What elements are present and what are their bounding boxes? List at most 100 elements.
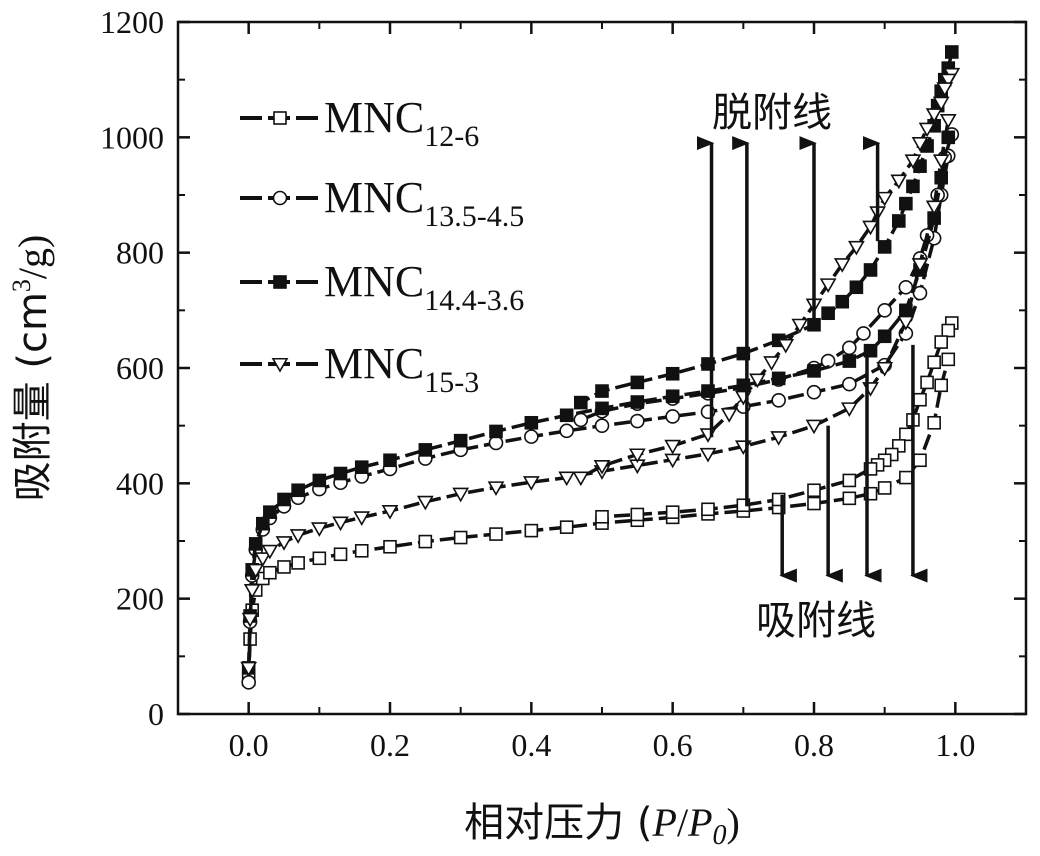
- adsorption-point-15-3: [418, 497, 432, 509]
- legend-label: MNC15-3: [324, 339, 479, 399]
- desorption-point-14.4-3.6: [865, 264, 877, 276]
- legend-entry-13.5-4.5: MNC13.5-4.5: [240, 173, 524, 233]
- y-tick-label: 400: [116, 465, 164, 501]
- desorption-point-12-6: [702, 503, 714, 515]
- desorption-point-13.5-4.5: [843, 341, 856, 354]
- adsorption-point-15-3: [899, 317, 913, 329]
- x-tick-label: 0.6: [653, 727, 693, 763]
- adsorption-point-12-6: [942, 353, 954, 365]
- adsorption-point-12-6: [900, 472, 912, 484]
- adsorption-point-12-6: [335, 548, 347, 560]
- adsorption-point-12-6: [843, 492, 855, 504]
- adsorption-point-12-6: [928, 417, 940, 429]
- desorption-point-13.5-4.5: [878, 304, 891, 317]
- adsorption-point-15-3: [355, 512, 369, 524]
- legend-subscript: 15-3: [424, 366, 479, 399]
- y-tick-label: 1200: [100, 4, 164, 40]
- desorption-point-13.5-4.5: [857, 327, 870, 340]
- adsorption-point-12-6: [356, 545, 368, 557]
- adsorption-point-12-6: [879, 482, 891, 494]
- desorption-point-14.4-3.6: [907, 180, 919, 192]
- desorption-point-12-6: [914, 394, 926, 406]
- desorption-point-14.4-3.6: [667, 368, 679, 380]
- legend-name: MNC: [324, 173, 424, 222]
- adsorption-point-12-6: [561, 521, 573, 533]
- x-tick-label: 0.4: [511, 727, 551, 763]
- desorption-point-14.4-3.6: [900, 198, 912, 210]
- adsorption-point-14.4-3.6: [865, 345, 877, 357]
- x-axis-title-p0: P: [687, 800, 712, 845]
- adsorption-point-15-3: [807, 420, 821, 432]
- adsorption-point-14.4-3.6: [525, 417, 537, 429]
- legend-marker: [274, 112, 286, 124]
- adsorption-point-13.5-4.5: [525, 430, 538, 443]
- y-tick-label: 0: [148, 696, 164, 732]
- desorption-point-12-6: [843, 474, 855, 486]
- desorption-point-15-3: [666, 441, 680, 453]
- adsorption-point-12-6: [808, 498, 820, 510]
- x-tick-label: 0.0: [229, 727, 269, 763]
- x-axis-title: 相对压力 (P/P0): [464, 800, 740, 851]
- desorption-point-13.5-4.5: [574, 413, 587, 426]
- y-axis-title: 吸附量 (cm3/g): [7, 235, 56, 502]
- desorption-point-14.4-3.6: [575, 397, 587, 409]
- legend-entry-15-3: MNC15-3: [240, 339, 479, 399]
- x-tick-label: 0.8: [794, 727, 834, 763]
- adsorption-point-13.5-4.5: [596, 419, 609, 432]
- adsorption-point-15-3: [277, 537, 291, 549]
- adsorption-point-14.4-3.6: [490, 425, 502, 437]
- adsorption-point-12-6: [264, 567, 276, 579]
- adsorption-point-12-6: [525, 525, 537, 537]
- adsorption-point-14.4-3.6: [455, 435, 467, 447]
- x-axis-title-main: 相对压力 (: [464, 800, 652, 846]
- adsorption-point-14.4-3.6: [292, 484, 304, 496]
- adsorption-point-15-3: [701, 449, 715, 461]
- desorption-point-14.4-3.6: [893, 215, 905, 227]
- isotherm-chart: 0.00.20.40.60.81.0020040060080010001200 …: [0, 0, 1040, 856]
- y-axis-title-main: 吸附量 (cm: [10, 292, 56, 501]
- legend-label: MNC14.4-3.6: [324, 257, 524, 317]
- y-tick-label: 800: [116, 235, 164, 271]
- adsorption-point-14.4-3.6: [667, 390, 679, 402]
- adsorption-point-12-6: [935, 379, 947, 391]
- adsorption-point-13.5-4.5: [666, 410, 679, 423]
- desorption-point-15-3: [765, 357, 779, 369]
- legend-label: MNC13.5-4.5: [324, 173, 524, 233]
- desorption-line-12-6: [602, 323, 952, 517]
- adsorption-point-14.4-3.6: [278, 493, 290, 505]
- adsorption-point-14.4-3.6: [773, 372, 785, 384]
- adsorption-point-15-3: [941, 115, 955, 127]
- legend-label: MNC12-6: [324, 93, 479, 153]
- adsorption-point-15-3: [334, 517, 348, 529]
- legend-entry-14.4-3.6: MNC14.4-3.6: [240, 257, 524, 317]
- adsorption-point-14.4-3.6: [250, 538, 262, 550]
- adsorption-point-15-3: [291, 530, 305, 542]
- adsorption-point-12-6: [278, 561, 290, 573]
- legend-marker: [274, 192, 287, 205]
- adsorption-point-13.5-4.5: [490, 436, 503, 449]
- adsorption-point-14.4-3.6: [631, 396, 643, 408]
- desorption-point-13.5-4.5: [899, 281, 912, 294]
- desorption-point-15-3: [878, 193, 892, 205]
- adsorption-point-13.5-4.5: [843, 378, 856, 391]
- legend-name: MNC: [324, 93, 424, 142]
- plot-frame: [178, 22, 1026, 714]
- adsorption-point-14.4-3.6: [264, 506, 276, 518]
- adsorption-point-12-6: [490, 528, 502, 540]
- desorption-point-12-6: [942, 325, 954, 337]
- adsorption-point-12-6: [384, 541, 396, 553]
- adsorption-point-13.5-4.5: [560, 424, 573, 437]
- adsorption-point-14.4-3.6: [419, 444, 431, 456]
- legend-subscript: 12-6: [424, 120, 479, 153]
- desorption-point-15-3: [892, 175, 906, 187]
- adsorption-point-14.4-3.6: [384, 454, 396, 466]
- adsorption-point-15-3: [312, 523, 326, 535]
- desorption-point-14.4-3.6: [596, 385, 608, 397]
- adsorption-point-12-6: [914, 454, 926, 466]
- desorption-point-14.4-3.6: [946, 46, 958, 58]
- adsorption-point-13.5-4.5: [242, 676, 255, 689]
- legend-entry-12-6: MNC12-6: [240, 93, 479, 153]
- adsorption-point-14.4-3.6: [843, 355, 855, 367]
- desorption-point-14.4-3.6: [836, 296, 848, 308]
- adsorption-point-14.4-3.6: [356, 461, 368, 473]
